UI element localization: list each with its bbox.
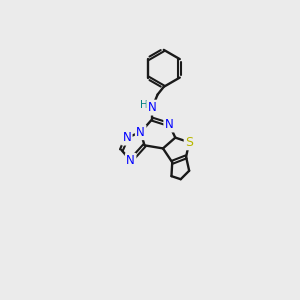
Text: S: S <box>185 136 193 149</box>
Text: N: N <box>148 101 157 114</box>
Text: N: N <box>165 118 173 131</box>
Text: N: N <box>126 154 135 167</box>
Text: H: H <box>140 100 148 110</box>
Text: N: N <box>122 131 131 144</box>
Text: N: N <box>136 126 145 139</box>
